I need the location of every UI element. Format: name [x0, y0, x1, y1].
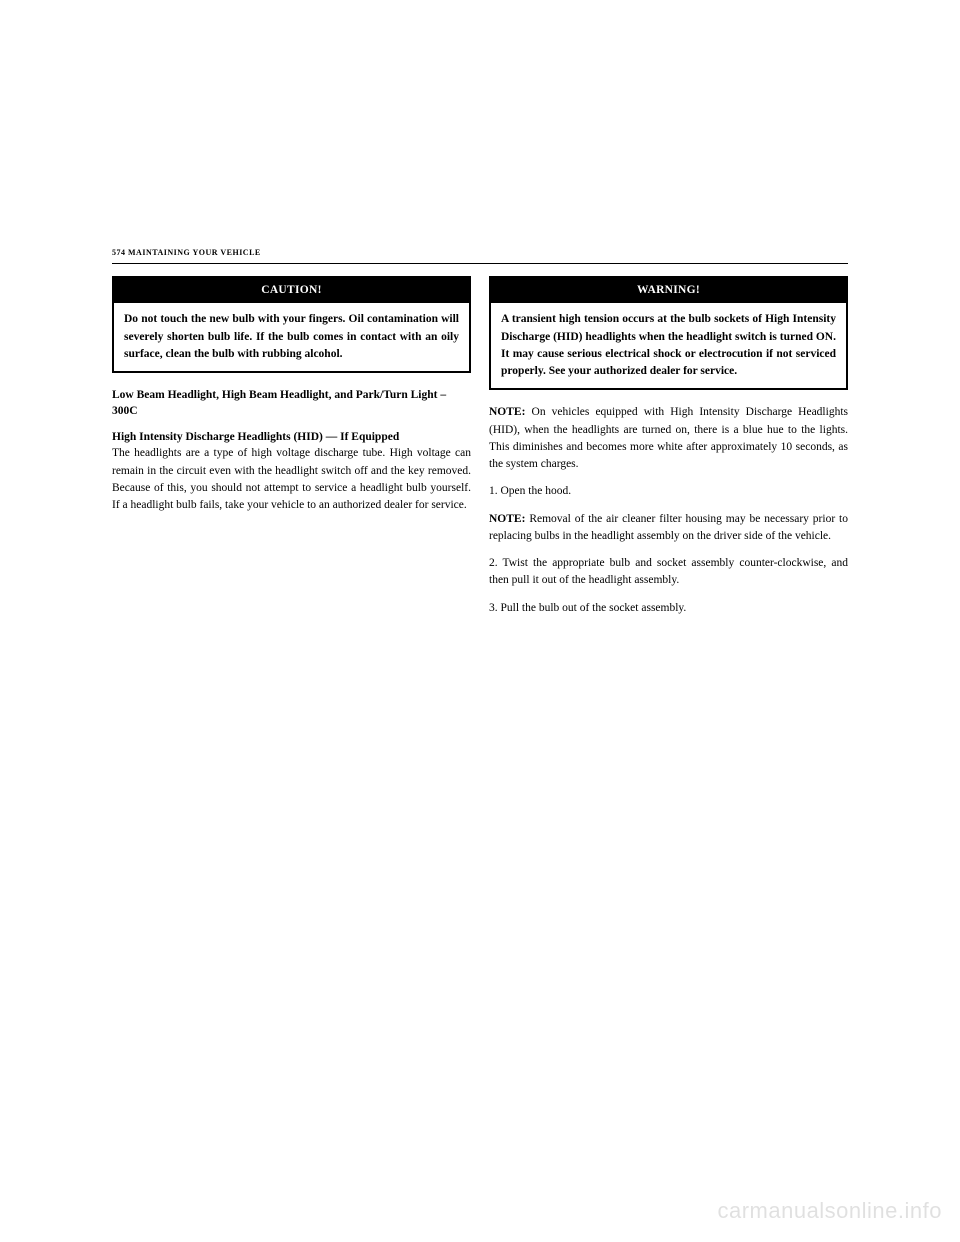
header-divider	[112, 263, 848, 264]
note-text-1: On vehicles equipped with High Intensity…	[489, 406, 848, 470]
step-2: 2. Twist the appropriate bulb and socket…	[489, 555, 848, 590]
note-2: NOTE: Removal of the air cleaner filter …	[489, 511, 848, 546]
left-column: CAUTION! Do not touch the new bulb with …	[112, 276, 471, 627]
right-column: WARNING! A transient high tension occurs…	[489, 276, 848, 627]
caution-title: CAUTION!	[114, 278, 469, 303]
step-3: 3. Pull the bulb out of the socket assem…	[489, 600, 848, 617]
caution-body: Do not touch the new bulb with your fing…	[114, 303, 469, 371]
note-text-2: Removal of the air cleaner filter housin…	[489, 513, 848, 542]
page-content: 574 MAINTAINING YOUR VEHICLE CAUTION! Do…	[112, 248, 848, 627]
paragraph-1: The headlights are a type of high voltag…	[112, 445, 471, 514]
note-label-2: NOTE:	[489, 513, 525, 525]
note-label-1: NOTE:	[489, 406, 525, 418]
section-heading-2: High Intensity Discharge Headlights (HID…	[112, 429, 471, 445]
note-1: NOTE: On vehicles equipped with High Int…	[489, 404, 848, 473]
warning-box: WARNING! A transient high tension occurs…	[489, 276, 848, 390]
two-column-layout: CAUTION! Do not touch the new bulb with …	[112, 276, 848, 627]
watermark: carmanualsonline.info	[717, 1198, 942, 1224]
page-header: 574 MAINTAINING YOUR VEHICLE	[112, 248, 848, 257]
step-1: 1. Open the hood.	[489, 483, 848, 500]
warning-title: WARNING!	[491, 278, 846, 303]
caution-box: CAUTION! Do not touch the new bulb with …	[112, 276, 471, 373]
warning-body: A transient high tension occurs at the b…	[491, 303, 846, 388]
section-heading-1: Low Beam Headlight, High Beam Headlight,…	[112, 387, 471, 419]
